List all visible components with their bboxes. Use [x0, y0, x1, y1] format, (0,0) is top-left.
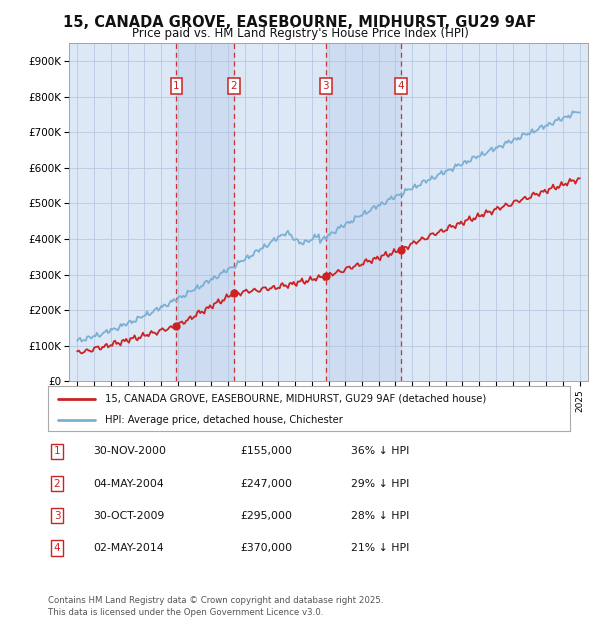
Text: 04-MAY-2004: 04-MAY-2004	[93, 479, 164, 489]
Text: £247,000: £247,000	[240, 479, 292, 489]
Text: 1: 1	[173, 81, 180, 91]
Bar	[326, 43, 401, 381]
Text: 30-OCT-2009: 30-OCT-2009	[93, 511, 164, 521]
Text: Price paid vs. HM Land Registry's House Price Index (HPI): Price paid vs. HM Land Registry's House …	[131, 27, 469, 40]
Text: 02-MAY-2014: 02-MAY-2014	[93, 543, 164, 553]
Text: 1: 1	[53, 446, 61, 456]
Text: 29% ↓ HPI: 29% ↓ HPI	[351, 479, 409, 489]
Text: £295,000: £295,000	[240, 511, 292, 521]
Text: 15, CANADA GROVE, EASEBOURNE, MIDHURST, GU29 9AF (detached house): 15, CANADA GROVE, EASEBOURNE, MIDHURST, …	[106, 394, 487, 404]
Text: 3: 3	[322, 81, 329, 91]
Text: 28% ↓ HPI: 28% ↓ HPI	[351, 511, 409, 521]
Text: 2: 2	[53, 479, 61, 489]
Text: 15, CANADA GROVE, EASEBOURNE, MIDHURST, GU29 9AF: 15, CANADA GROVE, EASEBOURNE, MIDHURST, …	[64, 15, 536, 30]
Text: 4: 4	[53, 543, 61, 553]
Text: 4: 4	[398, 81, 404, 91]
Text: 2: 2	[230, 81, 237, 91]
Text: 36% ↓ HPI: 36% ↓ HPI	[351, 446, 409, 456]
Bar	[176, 43, 234, 381]
Text: 21% ↓ HPI: 21% ↓ HPI	[351, 543, 409, 553]
Text: 3: 3	[53, 511, 61, 521]
Text: £155,000: £155,000	[240, 446, 292, 456]
Text: HPI: Average price, detached house, Chichester: HPI: Average price, detached house, Chic…	[106, 415, 343, 425]
Text: Contains HM Land Registry data © Crown copyright and database right 2025.
This d: Contains HM Land Registry data © Crown c…	[48, 596, 383, 617]
Text: 30-NOV-2000: 30-NOV-2000	[93, 446, 166, 456]
Text: £370,000: £370,000	[240, 543, 292, 553]
